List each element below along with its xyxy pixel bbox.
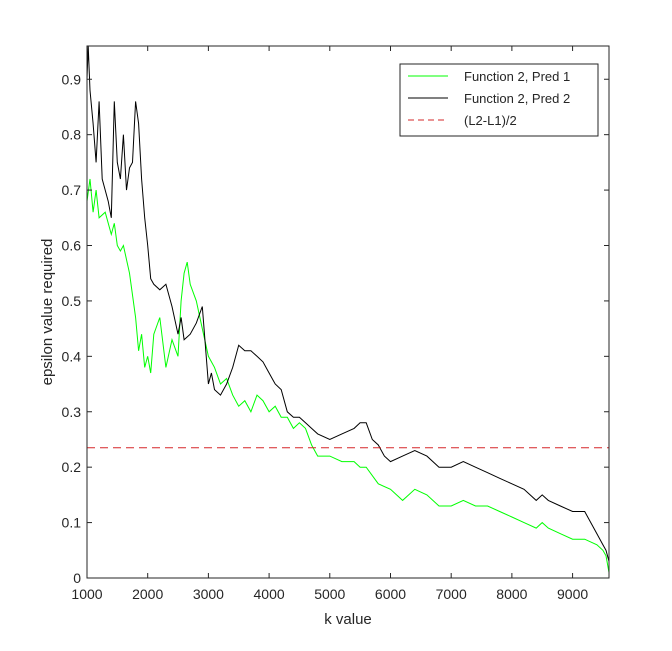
y-tick-label: 0.4 [62, 348, 82, 364]
y-axis-title: epsilon value required [39, 239, 56, 386]
x-tick-label: 6000 [375, 586, 406, 602]
x-tick-label: 2000 [132, 586, 163, 602]
x-axis-title: k value [324, 611, 372, 628]
x-axis: 1000 2000 3000 4000 5000 6000 7000 8000 9000 [71, 46, 588, 602]
y-tick-label: 0.9 [62, 71, 82, 87]
plot-frame [86, 45, 610, 579]
y-tick-label: 0.1 [62, 515, 82, 531]
x-tick-label: 9000 [557, 586, 588, 602]
legend-label-pred2: Function 2, Pred 2 [464, 91, 570, 106]
legend-label-pred1: Function 2, Pred 1 [464, 69, 570, 84]
y-tick-label: 0 [73, 570, 81, 586]
x-tick-label: 5000 [314, 586, 345, 602]
y-tick-label: 0.2 [62, 459, 82, 475]
series-line-0 [86, 178, 610, 573]
y-tick-label: 0.8 [62, 127, 82, 143]
y-tick-label: 0.7 [62, 182, 82, 198]
y-axis: 0 0.1 0.2 0.3 0.4 0.5 0.6 0.7 0.8 0.9 [62, 71, 609, 586]
plot-area [86, 45, 610, 573]
y-tick-label: 0.5 [62, 293, 82, 309]
x-tick-label: 3000 [193, 586, 224, 602]
y-tick-label: 0.6 [62, 238, 82, 254]
x-tick-label: 7000 [436, 586, 467, 602]
x-tick-label: 8000 [496, 586, 527, 602]
legend: Function 2, Pred 1 Function 2, Pred 2 (L… [399, 63, 599, 137]
series-line-1 [86, 45, 610, 562]
legend-label-threshold: (L2-L1)/2 [464, 113, 517, 128]
x-tick-label: 4000 [254, 586, 285, 602]
y-tick-label: 0.3 [62, 404, 82, 420]
x-tick-label: 1000 [71, 586, 102, 602]
